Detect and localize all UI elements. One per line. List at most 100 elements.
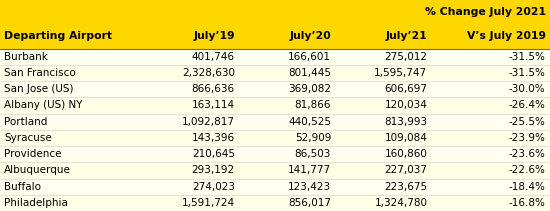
FancyBboxPatch shape [0, 49, 143, 65]
Text: 813,993: 813,993 [384, 117, 427, 127]
FancyBboxPatch shape [336, 81, 432, 97]
Text: -22.6%: -22.6% [509, 165, 546, 175]
Text: 275,012: 275,012 [384, 52, 427, 62]
FancyBboxPatch shape [143, 146, 239, 162]
Text: San Jose (US): San Jose (US) [4, 84, 74, 94]
FancyBboxPatch shape [0, 97, 143, 114]
FancyBboxPatch shape [432, 65, 550, 81]
FancyBboxPatch shape [143, 49, 239, 65]
FancyBboxPatch shape [432, 130, 550, 146]
Text: -16.8%: -16.8% [509, 198, 546, 208]
FancyBboxPatch shape [336, 24, 432, 49]
Text: 866,636: 866,636 [192, 84, 235, 94]
Text: 123,423: 123,423 [288, 182, 331, 192]
Text: -30.0%: -30.0% [509, 84, 546, 94]
Text: 141,777: 141,777 [288, 165, 331, 175]
Text: % Change July 2021: % Change July 2021 [425, 7, 546, 17]
Text: 440,525: 440,525 [288, 117, 331, 127]
FancyBboxPatch shape [239, 65, 336, 81]
FancyBboxPatch shape [336, 195, 432, 211]
FancyBboxPatch shape [0, 0, 143, 24]
Text: 801,445: 801,445 [288, 68, 331, 78]
Text: 856,017: 856,017 [288, 198, 331, 208]
FancyBboxPatch shape [239, 49, 336, 65]
FancyBboxPatch shape [432, 81, 550, 97]
FancyBboxPatch shape [432, 114, 550, 130]
Text: 1,591,724: 1,591,724 [182, 198, 235, 208]
Text: 109,084: 109,084 [384, 133, 427, 143]
FancyBboxPatch shape [0, 81, 143, 97]
Text: -18.4%: -18.4% [509, 182, 546, 192]
Text: 401,746: 401,746 [192, 52, 235, 62]
Text: -23.9%: -23.9% [509, 133, 546, 143]
FancyBboxPatch shape [432, 146, 550, 162]
FancyBboxPatch shape [0, 195, 143, 211]
Text: 52,909: 52,909 [295, 133, 331, 143]
FancyBboxPatch shape [239, 162, 336, 179]
Text: 369,082: 369,082 [288, 84, 331, 94]
Text: 160,860: 160,860 [384, 149, 427, 159]
FancyBboxPatch shape [432, 49, 550, 65]
Text: 2,328,630: 2,328,630 [182, 68, 235, 78]
Text: 81,866: 81,866 [295, 100, 331, 110]
FancyBboxPatch shape [432, 97, 550, 114]
FancyBboxPatch shape [336, 0, 432, 24]
Text: 223,675: 223,675 [384, 182, 427, 192]
FancyBboxPatch shape [0, 130, 143, 146]
FancyBboxPatch shape [336, 162, 432, 179]
FancyBboxPatch shape [432, 0, 550, 24]
Text: 143,396: 143,396 [192, 133, 235, 143]
FancyBboxPatch shape [143, 162, 239, 179]
FancyBboxPatch shape [143, 81, 239, 97]
Text: Syracuse: Syracuse [4, 133, 52, 143]
Text: 1,595,747: 1,595,747 [374, 68, 427, 78]
Text: Albany (US) NY: Albany (US) NY [4, 100, 83, 110]
FancyBboxPatch shape [432, 162, 550, 179]
Text: 606,697: 606,697 [384, 84, 427, 94]
Text: 227,037: 227,037 [384, 165, 427, 175]
FancyBboxPatch shape [239, 146, 336, 162]
FancyBboxPatch shape [336, 49, 432, 65]
Text: -26.4%: -26.4% [509, 100, 546, 110]
FancyBboxPatch shape [336, 179, 432, 195]
Text: 166,601: 166,601 [288, 52, 331, 62]
FancyBboxPatch shape [336, 114, 432, 130]
FancyBboxPatch shape [239, 81, 336, 97]
FancyBboxPatch shape [143, 179, 239, 195]
Text: Albuquerque: Albuquerque [4, 165, 72, 175]
FancyBboxPatch shape [143, 97, 239, 114]
Text: 293,192: 293,192 [192, 165, 235, 175]
FancyBboxPatch shape [336, 130, 432, 146]
FancyBboxPatch shape [239, 130, 336, 146]
Text: 163,114: 163,114 [192, 100, 235, 110]
FancyBboxPatch shape [143, 0, 239, 24]
Text: 274,023: 274,023 [192, 182, 235, 192]
Text: Providence: Providence [4, 149, 62, 159]
FancyBboxPatch shape [0, 65, 143, 81]
Text: Buffalo: Buffalo [4, 182, 41, 192]
Text: July’21: July’21 [386, 31, 427, 41]
Text: V’s July 2019: V’s July 2019 [466, 31, 546, 41]
Text: July’19: July’19 [193, 31, 235, 41]
FancyBboxPatch shape [143, 65, 239, 81]
Text: 86,503: 86,503 [295, 149, 331, 159]
Text: 1,324,780: 1,324,780 [375, 198, 427, 208]
FancyBboxPatch shape [432, 179, 550, 195]
Text: Burbank: Burbank [4, 52, 48, 62]
FancyBboxPatch shape [143, 114, 239, 130]
Text: 210,645: 210,645 [192, 149, 235, 159]
FancyBboxPatch shape [336, 65, 432, 81]
FancyBboxPatch shape [143, 130, 239, 146]
Text: Philadelphia: Philadelphia [4, 198, 68, 208]
FancyBboxPatch shape [239, 114, 336, 130]
Text: 120,034: 120,034 [384, 100, 427, 110]
FancyBboxPatch shape [0, 114, 143, 130]
FancyBboxPatch shape [432, 195, 550, 211]
FancyBboxPatch shape [0, 162, 143, 179]
Text: -23.6%: -23.6% [509, 149, 546, 159]
FancyBboxPatch shape [0, 179, 143, 195]
FancyBboxPatch shape [432, 24, 550, 49]
FancyBboxPatch shape [143, 24, 239, 49]
Text: Departing Airport: Departing Airport [4, 31, 113, 41]
Text: San Francisco: San Francisco [4, 68, 76, 78]
